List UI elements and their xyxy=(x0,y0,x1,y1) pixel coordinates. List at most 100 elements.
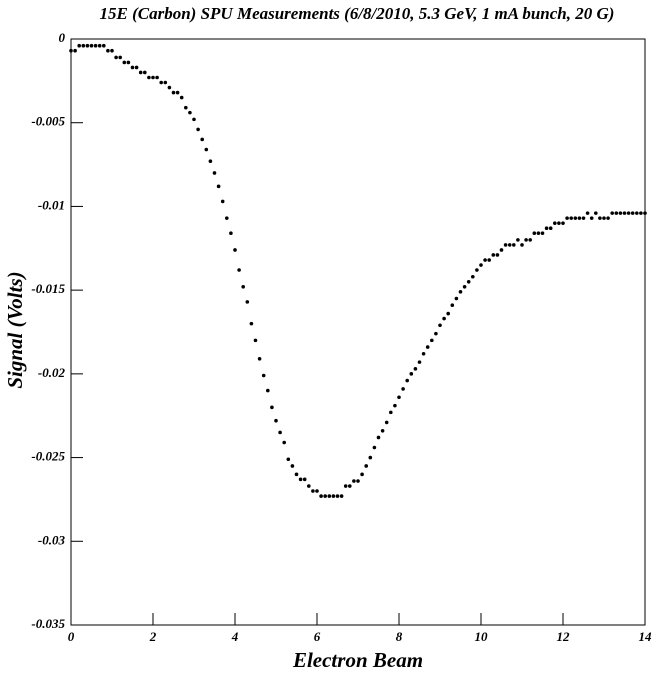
data-point xyxy=(630,211,635,215)
data-point xyxy=(594,211,598,215)
data-point xyxy=(557,221,561,225)
data-point xyxy=(610,211,614,215)
data-point xyxy=(335,494,340,498)
data-point xyxy=(212,171,217,175)
data-point xyxy=(245,300,250,304)
data-point xyxy=(466,279,471,284)
data-point xyxy=(286,457,291,462)
data-point xyxy=(225,216,229,220)
data-point xyxy=(233,248,237,252)
data-point xyxy=(257,356,262,361)
data-point xyxy=(175,90,180,95)
data-point xyxy=(171,90,176,95)
data-point xyxy=(360,472,364,477)
data-point xyxy=(389,410,393,415)
data-point xyxy=(635,211,639,215)
data-point xyxy=(368,455,373,460)
data-point xyxy=(417,360,422,364)
data-point xyxy=(343,484,348,488)
data-point xyxy=(147,75,151,80)
data-point xyxy=(495,253,500,257)
data-point xyxy=(126,60,131,65)
data-point xyxy=(138,70,143,75)
data-point xyxy=(581,216,586,220)
y-tick-label: -0.03 xyxy=(38,532,66,547)
data-point xyxy=(618,211,623,215)
data-point xyxy=(348,484,352,488)
data-point xyxy=(561,221,565,225)
data-point xyxy=(462,284,467,289)
data-point xyxy=(77,43,81,48)
data-point xyxy=(290,464,295,468)
data-point xyxy=(167,85,172,90)
data-point xyxy=(179,95,184,100)
data-point xyxy=(507,243,512,247)
data-point xyxy=(405,378,410,383)
data-point xyxy=(401,387,405,391)
data-point xyxy=(585,211,590,215)
data-point xyxy=(118,55,122,60)
data-point xyxy=(159,80,163,85)
data-point xyxy=(134,65,139,70)
data-point xyxy=(524,238,528,242)
data-point xyxy=(384,420,389,425)
data-point xyxy=(487,258,492,262)
data-point xyxy=(294,472,299,477)
x-tick-label: 2 xyxy=(149,629,157,644)
data-point xyxy=(81,43,86,48)
x-tick-label: 8 xyxy=(396,629,403,644)
x-axis-label: Electron Beam xyxy=(292,648,423,672)
data-point xyxy=(475,268,479,272)
x-tick-label: 6 xyxy=(314,629,321,644)
data-point xyxy=(192,117,196,122)
data-point xyxy=(393,403,397,408)
data-point xyxy=(372,445,377,450)
data-point xyxy=(540,231,545,236)
data-point xyxy=(544,226,549,230)
x-tick-label: 4 xyxy=(231,629,239,644)
data-point xyxy=(425,345,430,349)
data-point xyxy=(339,494,344,498)
data-point xyxy=(479,263,483,267)
data-point xyxy=(434,331,438,336)
data-point xyxy=(200,137,204,142)
data-point xyxy=(241,284,245,289)
data-point xyxy=(458,290,463,294)
chart-title: 15E (Carbon) SPU Measurements (6/8/2010,… xyxy=(100,4,615,23)
data-point xyxy=(528,238,532,242)
x-tick-label: 10 xyxy=(475,629,489,644)
data-point xyxy=(93,43,98,48)
data-point xyxy=(270,405,274,410)
data-point xyxy=(261,373,266,378)
data-point xyxy=(319,494,323,498)
data-point xyxy=(643,211,647,215)
data-point xyxy=(520,243,524,247)
data-point xyxy=(516,238,520,242)
x-tick-label: 0 xyxy=(68,629,75,644)
data-point xyxy=(323,494,328,498)
data-point xyxy=(569,216,573,220)
data-point xyxy=(311,489,315,493)
y-tick-label: -0.005 xyxy=(31,114,65,129)
data-point xyxy=(102,43,106,48)
data-point xyxy=(454,296,459,301)
data-point xyxy=(114,55,118,60)
data-point xyxy=(442,316,446,321)
data-point xyxy=(499,248,504,252)
data-point xyxy=(302,477,307,482)
data-point xyxy=(130,65,135,70)
y-tick-label: 0 xyxy=(59,30,66,45)
data-point xyxy=(438,323,442,328)
data-point xyxy=(278,430,282,435)
data-point xyxy=(356,479,360,483)
data-point xyxy=(73,48,77,53)
data-point xyxy=(553,221,557,225)
data-point xyxy=(237,268,241,272)
data-point xyxy=(602,216,606,220)
data-point xyxy=(450,303,455,308)
data-point xyxy=(315,489,319,493)
data-point xyxy=(220,199,225,204)
data-point xyxy=(97,43,102,48)
